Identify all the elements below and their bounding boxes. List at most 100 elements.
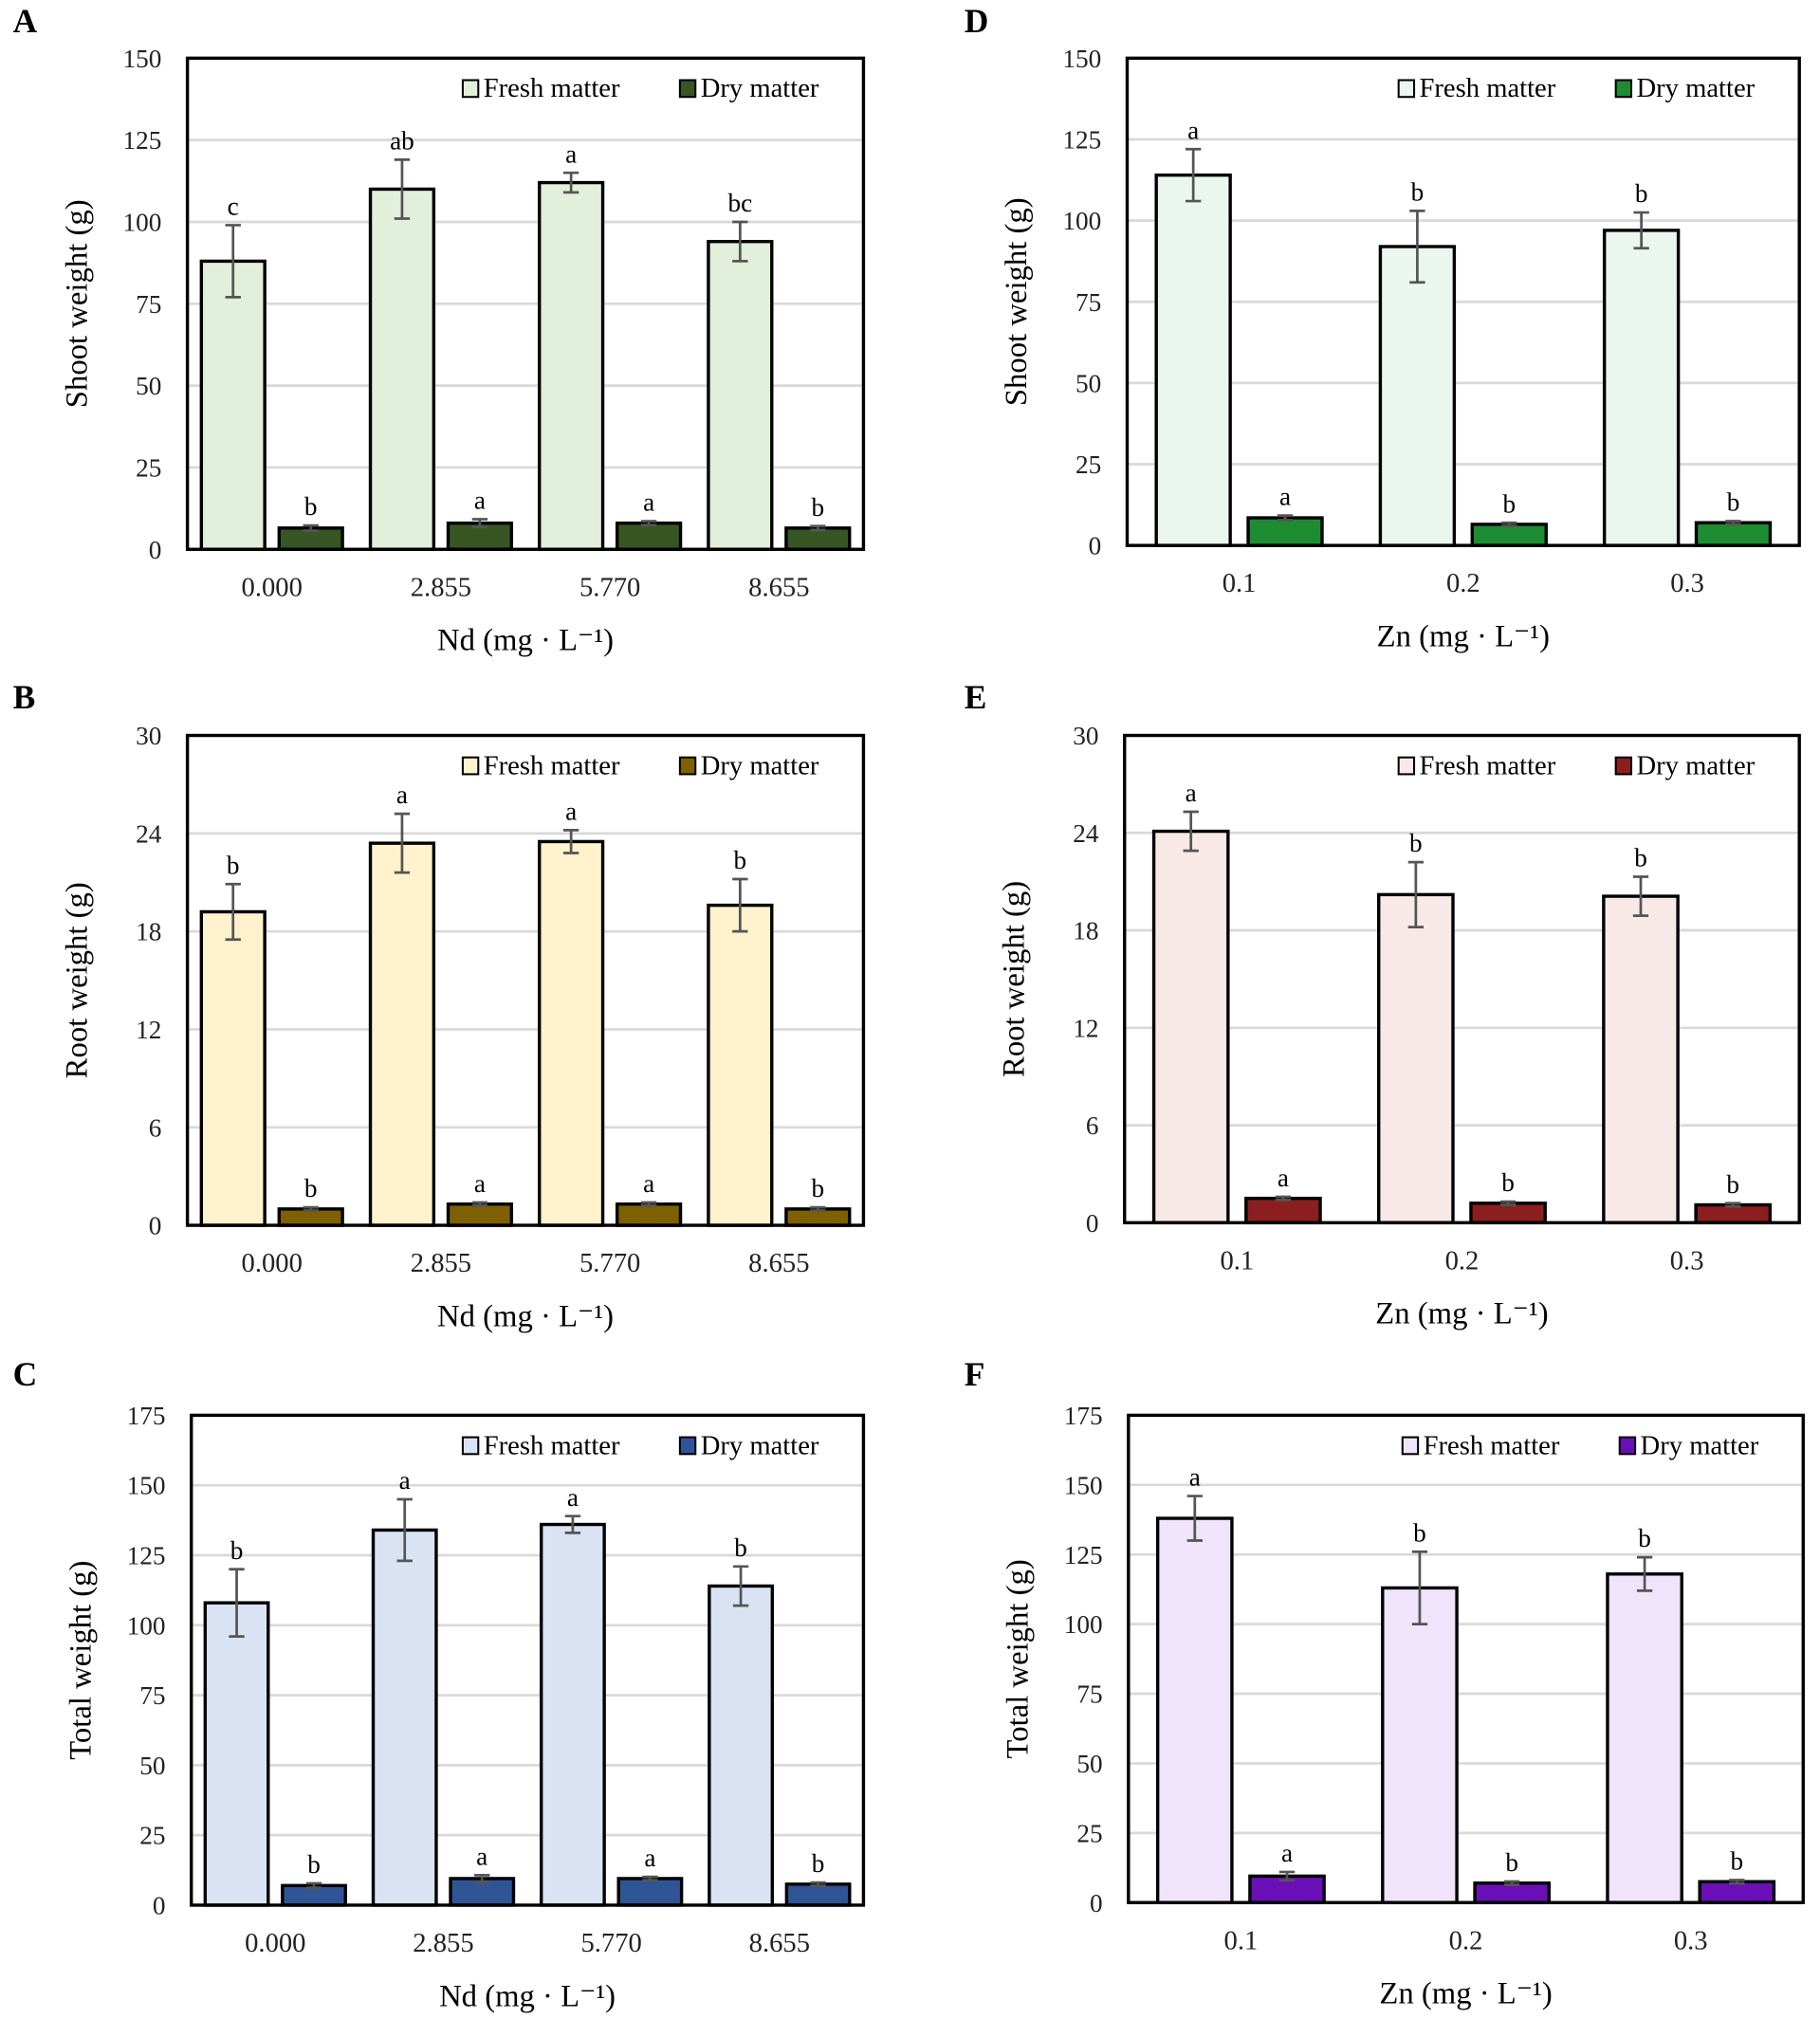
significance-letter: a: [1187, 116, 1199, 144]
y-tick-label: 0: [1090, 1889, 1103, 1918]
significance-letter: b: [1638, 1524, 1651, 1552]
y-tick-label: 75: [139, 1681, 165, 1710]
panel-d: D 0 25 50 75 100 125 150 a a 0.1 b b 0.2 b b 0.3 Zn (mg ·…: [965, 2, 1801, 653]
x-tick-label: 0.000: [242, 572, 303, 602]
significance-letter: a: [396, 780, 408, 809]
significance-letter: a: [399, 1466, 411, 1495]
y-axis-label: Total weight (g): [1002, 1559, 1036, 1758]
significance-letter: b: [812, 493, 825, 522]
significance-letter: b: [812, 1849, 825, 1878]
significance-letter: b: [230, 1536, 244, 1565]
x-tick-label: 0.1: [1220, 1245, 1254, 1275]
bar-fresh: [1606, 1572, 1683, 1904]
y-tick-label: 0: [1086, 1209, 1099, 1238]
significance-letter: b: [734, 846, 747, 874]
bar-fresh: [199, 909, 267, 1227]
significance-letter: b: [304, 492, 318, 521]
bar-dry: [446, 1202, 514, 1227]
y-tick-label: 30: [136, 722, 161, 750]
plot-frame: [1125, 56, 1801, 547]
x-axis-label: Zn (mg · L⁻¹): [1377, 619, 1550, 653]
significance-letter: b: [227, 851, 240, 879]
x-tick-label: 0.2: [1449, 1925, 1483, 1955]
y-tick-label: 125: [1064, 1541, 1103, 1569]
y-tick-label: 6: [149, 1113, 162, 1142]
y-tick-label: 0: [149, 536, 162, 564]
panel-label: C: [13, 1355, 38, 1393]
y-tick-label: 150: [1062, 45, 1101, 73]
significance-letter: a: [474, 1169, 486, 1198]
panel-label: B: [13, 678, 36, 716]
panel-a: A 0 25 50 75 100 125 150 c b 0.000 ab a 2.855 a a 5.770 b…: [13, 2, 866, 658]
y-tick-label: 0: [153, 1892, 166, 1920]
bar-dry: [1470, 523, 1548, 547]
bar-dry: [616, 1877, 684, 1907]
x-tick-label: 0.3: [1670, 568, 1704, 598]
bar-dry: [616, 1202, 683, 1227]
x-axis-label: Nd (mg · L⁻¹): [439, 1979, 616, 2013]
bar-dry: [1698, 1880, 1776, 1904]
bar-dry: [784, 1882, 852, 1907]
x-tick-label: 2.855: [413, 1928, 473, 1958]
y-axis-label: Shoot weight (g): [1000, 197, 1034, 406]
legend-label: Dry matter: [1636, 750, 1755, 780]
significance-letter: a: [1279, 483, 1291, 511]
bar-fresh: [1377, 892, 1455, 1225]
y-tick-label: 25: [1076, 1819, 1102, 1847]
significance-letter: a: [474, 486, 486, 515]
y-tick-label: 125: [1062, 126, 1101, 155]
bar-dry: [616, 521, 683, 551]
x-tick-label: 0.3: [1670, 1245, 1704, 1275]
bar-fresh: [1378, 245, 1457, 547]
significance-letter: b: [1413, 1518, 1426, 1547]
significance-letter: b: [1727, 488, 1740, 517]
y-tick-label: 175: [1064, 1402, 1103, 1430]
legend-swatch: [1397, 756, 1416, 776]
y-tick-label: 50: [139, 1752, 165, 1780]
y-tick-label: 100: [1062, 207, 1101, 235]
legend-label: Fresh matter: [1419, 750, 1555, 780]
significance-letter: b: [304, 1174, 318, 1202]
legend-label: Dry matter: [1636, 73, 1755, 103]
significance-letter: bc: [727, 189, 752, 217]
y-tick-label: 75: [1076, 1680, 1102, 1709]
x-tick-label: 0.2: [1446, 568, 1480, 598]
significance-letter: ab: [390, 126, 414, 155]
bar-fresh: [1602, 229, 1681, 547]
y-tick-label: 75: [136, 290, 161, 319]
legend-label: Fresh matter: [484, 73, 620, 103]
bar-fresh: [1154, 173, 1232, 547]
significance-letter: c: [228, 193, 239, 221]
legend-swatch: [678, 1436, 697, 1456]
legend-label: Fresh matter: [484, 1430, 620, 1460]
y-tick-label: 150: [127, 1472, 166, 1500]
legend-swatch: [678, 79, 697, 99]
bar-fresh: [368, 841, 436, 1227]
bar-fresh: [371, 1528, 438, 1907]
plot-frame: [1127, 1413, 1805, 1904]
significance-letter: a: [567, 1483, 579, 1512]
bar-dry: [1244, 1196, 1322, 1225]
y-axis-label: Root weight (g): [997, 881, 1031, 1077]
significance-letter: a: [1186, 779, 1197, 807]
significance-letter: a: [644, 1844, 655, 1872]
legend-swatch: [461, 79, 480, 99]
significance-letter: b: [1505, 1848, 1518, 1877]
bar-fresh: [1602, 894, 1680, 1225]
significance-letter: a: [476, 1842, 487, 1870]
bar-fresh: [707, 239, 774, 551]
legend-label: Fresh matter: [1419, 73, 1555, 103]
legend-label: Dry matter: [1641, 1430, 1759, 1460]
x-axis-label: Zn (mg · L⁻¹): [1375, 1297, 1548, 1331]
bar-dry: [1246, 516, 1324, 547]
bar-dry: [1694, 521, 1773, 547]
panel-b: B 0 6 12 18 24 30 b b 0.000 a a 2.855 a a 5.770 b b 8.655 N…: [13, 678, 866, 1333]
legend-label: Dry matter: [701, 750, 819, 780]
y-tick-label: 50: [1075, 369, 1101, 397]
legend-swatch: [1397, 79, 1416, 99]
significance-letter: b: [1726, 1170, 1739, 1199]
x-tick-label: 2.855: [411, 1248, 471, 1278]
significance-letter: a: [643, 1169, 654, 1198]
significance-letter: a: [643, 488, 654, 517]
